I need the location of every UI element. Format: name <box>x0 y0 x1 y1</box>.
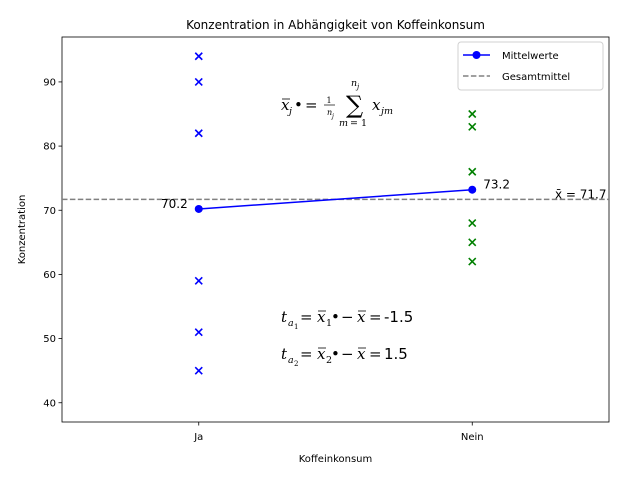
x-axis: Ja Nein <box>193 422 484 443</box>
data-point-ja <box>194 328 203 337</box>
y-axis: 40 50 60 70 80 90 <box>43 77 62 409</box>
svg-text:2: 2 <box>326 355 332 366</box>
x-axis-label: Koffeinkonsum <box>299 454 373 465</box>
effect-2-value: 1.5 <box>384 345 408 363</box>
mean-label-nein: 73.2 <box>483 178 510 192</box>
grand-mean-label: x̄ = 71.7 <box>555 187 607 201</box>
svg-text:j: j <box>355 83 360 91</box>
mean-line <box>198 188 473 210</box>
y-tick-label: 80 <box>43 142 56 153</box>
data-point-ja <box>194 366 203 375</box>
svg-text:=: = <box>300 308 313 326</box>
formula-effect-2: t a 2 = x 2 • − x = 1.5 <box>281 345 408 368</box>
svg-text:x: x <box>317 345 326 363</box>
legend: Mittelwerte Gesamtmittel <box>457 41 604 91</box>
svg-text:n: n <box>351 78 357 89</box>
svg-text:=: = <box>300 345 313 363</box>
svg-text:1: 1 <box>294 323 298 331</box>
data-point-ja <box>194 276 203 285</box>
svg-text:t: t <box>281 345 288 363</box>
data-point-nein <box>468 238 477 247</box>
formula-effect-1: t a 1 = x 1 • − x = -1.5 <box>281 308 413 331</box>
svg-text:•: • <box>331 345 340 363</box>
data-point-nein <box>468 109 477 119</box>
chart-title: Konzentration in Abhängigkeit von Koffei… <box>186 18 485 32</box>
svg-text:=: = <box>369 345 382 363</box>
legend-box <box>457 41 604 91</box>
y-tick-label: 60 <box>43 270 56 281</box>
scatter-points <box>194 52 477 375</box>
svg-text:x: x <box>317 308 326 326</box>
y-tick-label: 70 <box>43 206 56 217</box>
y-axis-label: Konzentration <box>17 195 28 265</box>
svg-text:x: x <box>281 96 290 114</box>
svg-text:−: − <box>341 345 354 363</box>
svg-text:t: t <box>281 308 288 326</box>
svg-text:jm: jm <box>379 106 393 117</box>
svg-text:−: − <box>341 308 354 326</box>
effect-1-value: -1.5 <box>384 308 413 326</box>
x-tick-label: Nein <box>461 432 484 443</box>
svg-text:•: • <box>331 308 340 326</box>
svg-text:x: x <box>372 96 381 114</box>
y-tick-label: 50 <box>43 334 56 345</box>
svg-text:a: a <box>288 355 294 366</box>
legend-label-mittelwerte: Mittelwerte <box>502 51 559 62</box>
svg-text:a: a <box>288 318 294 329</box>
plot-area <box>61 36 610 423</box>
legend-marker-mittelwerte <box>472 51 481 59</box>
svg-text:n: n <box>327 108 332 117</box>
svg-text:1: 1 <box>326 96 331 105</box>
data-point-ja <box>194 129 203 138</box>
svg-text:2: 2 <box>294 360 298 368</box>
data-point-ja <box>194 77 203 86</box>
data-point-ja <box>194 52 203 61</box>
data-point-nein <box>468 219 477 228</box>
svg-text:1: 1 <box>326 318 332 329</box>
data-point-nein <box>468 257 477 266</box>
mean-markers <box>194 185 477 213</box>
mean-label-ja: 70.2 <box>161 197 188 211</box>
svg-text:j: j <box>330 113 334 120</box>
y-tick-label: 90 <box>43 77 56 88</box>
mean-marker-ja <box>194 204 203 213</box>
data-point-nein <box>468 167 477 176</box>
svg-text:x: x <box>357 345 366 363</box>
x-tick-label: Ja <box>193 432 203 443</box>
svg-text:x: x <box>357 308 366 326</box>
svg-text:= 1: = 1 <box>350 118 367 129</box>
svg-text:=: = <box>369 308 382 326</box>
y-tick-label: 40 <box>43 398 56 409</box>
svg-text:∑: ∑ <box>346 91 363 119</box>
plot-frame <box>61 36 610 423</box>
svg-text:j: j <box>287 106 292 117</box>
data-point-nein <box>468 122 477 131</box>
formula-group-mean: x j • = 1 n j ∑ n j m = 1 x jm <box>281 78 393 129</box>
svg-text:m: m <box>339 118 348 129</box>
svg-text:=: = <box>305 96 318 114</box>
mean-marker-nein <box>468 185 477 194</box>
svg-text:•: • <box>294 96 303 114</box>
legend-label-gesamtmittel: Gesamtmittel <box>502 72 570 83</box>
